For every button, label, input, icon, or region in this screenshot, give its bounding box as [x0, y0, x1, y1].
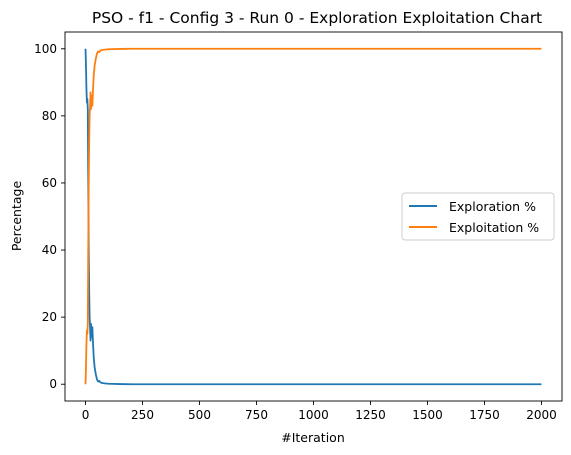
series-line-0 [84, 48, 542, 386]
series-layer [84, 47, 542, 386]
x-tick-label: 1750 [469, 408, 500, 422]
legend-label-exploitation: Exploitation % [449, 220, 539, 235]
y-axis: 0 20 40 60 80 100 [34, 42, 65, 391]
x-tick-label: 1500 [412, 408, 443, 422]
x-tick-label: 750 [245, 408, 268, 422]
y-tick-label: 20 [42, 310, 57, 324]
x-tick-label: 2000 [526, 408, 557, 422]
y-axis-label: Percentage [9, 181, 24, 252]
series-line-1 [84, 47, 542, 385]
legend-box [401, 192, 555, 241]
x-axis-label: #Iteration [281, 430, 345, 445]
x-tick-label: 1000 [298, 408, 329, 422]
x-tick-label: 0 [82, 408, 90, 422]
chart-title: PSO - f1 - Config 3 - Run 0 - Exploratio… [92, 9, 542, 27]
x-axis: 0 250 500 750 1000 1250 1500 1750 2000 [82, 401, 557, 422]
x-tick-label: 250 [131, 408, 154, 422]
y-tick-label: 40 [42, 243, 57, 257]
x-tick-label: 500 [188, 408, 211, 422]
x-tick-label: 1250 [355, 408, 386, 422]
legend: Exploration % Exploitation % [401, 192, 555, 241]
legend-label-exploration: Exploration % [449, 199, 536, 214]
y-tick-label: 100 [34, 42, 57, 56]
y-tick-label: 60 [42, 176, 57, 190]
y-tick-label: 0 [49, 377, 57, 391]
y-tick-label: 80 [42, 109, 57, 123]
